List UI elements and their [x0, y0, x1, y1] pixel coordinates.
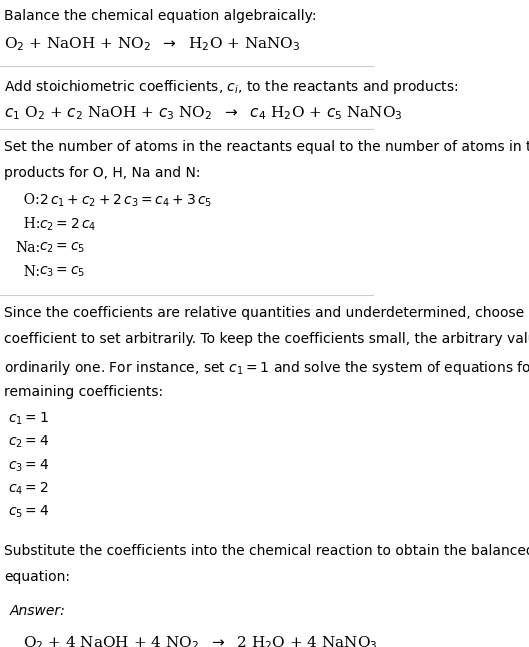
- Text: $c_4 = 2$: $c_4 = 2$: [8, 480, 49, 496]
- Text: $c_2 = 2\,c_4$: $c_2 = 2\,c_4$: [39, 217, 97, 233]
- Text: coefficient to set arbitrarily. To keep the coefficients small, the arbitrary va: coefficient to set arbitrarily. To keep …: [4, 333, 529, 346]
- Text: Since the coefficients are relative quantities and underdetermined, choose a: Since the coefficients are relative quan…: [4, 306, 529, 320]
- Text: H:: H:: [15, 217, 40, 231]
- Text: Na:: Na:: [15, 241, 40, 255]
- Text: ordinarily one. For instance, set $c_1 = 1$ and solve the system of equations fo: ordinarily one. For instance, set $c_1 =…: [4, 358, 529, 377]
- Text: Set the number of atoms in the reactants equal to the number of atoms in the: Set the number of atoms in the reactants…: [4, 140, 529, 154]
- Text: $2\,c_1 + c_2 + 2\,c_3 = c_4 + 3\,c_5$: $2\,c_1 + c_2 + 2\,c_3 = c_4 + 3\,c_5$: [39, 193, 213, 209]
- Text: $c_5 = 4$: $c_5 = 4$: [8, 503, 50, 520]
- FancyBboxPatch shape: [3, 597, 271, 647]
- Text: $c_3 = c_5$: $c_3 = c_5$: [39, 265, 86, 280]
- Text: equation:: equation:: [4, 570, 70, 584]
- Text: $c_1$ O$_2$ + $c_2$ NaOH + $c_3$ NO$_2$  $\rightarrow$  $c_4$ H$_2$O + $c_5$ NaN: $c_1$ O$_2$ + $c_2$ NaOH + $c_3$ NO$_2$ …: [4, 104, 403, 122]
- Text: $c_2 = c_5$: $c_2 = c_5$: [39, 241, 86, 255]
- Text: $c_1 = 1$: $c_1 = 1$: [8, 411, 49, 428]
- Text: $c_3 = 4$: $c_3 = 4$: [8, 457, 50, 474]
- Text: O$_2$ + 4 NaOH + 4 NO$_2$  $\rightarrow$  2 H$_2$O + 4 NaNO$_3$: O$_2$ + 4 NaOH + 4 NO$_2$ $\rightarrow$ …: [23, 635, 378, 647]
- Text: O:: O:: [15, 193, 40, 206]
- Text: Answer:: Answer:: [10, 604, 66, 617]
- Text: remaining coefficients:: remaining coefficients:: [4, 385, 163, 399]
- Text: products for O, H, Na and N:: products for O, H, Na and N:: [4, 166, 201, 181]
- Text: N:: N:: [15, 265, 40, 279]
- Text: O$_2$ + NaOH + NO$_2$  $\rightarrow$  H$_2$O + NaNO$_3$: O$_2$ + NaOH + NO$_2$ $\rightarrow$ H$_2…: [4, 36, 301, 53]
- Text: Balance the chemical equation algebraically:: Balance the chemical equation algebraica…: [4, 10, 317, 23]
- Text: $c_2 = 4$: $c_2 = 4$: [8, 434, 50, 450]
- Text: Substitute the coefficients into the chemical reaction to obtain the balanced: Substitute the coefficients into the che…: [4, 543, 529, 558]
- Text: Add stoichiometric coefficients, $c_i$, to the reactants and products:: Add stoichiometric coefficients, $c_i$, …: [4, 78, 459, 96]
